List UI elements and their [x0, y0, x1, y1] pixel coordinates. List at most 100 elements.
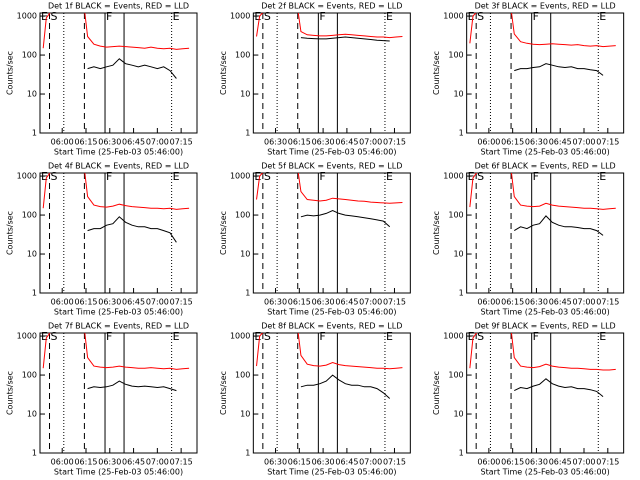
- plot-frame: [252, 332, 411, 454]
- event-label: E: [254, 170, 261, 183]
- series-line: [514, 215, 604, 236]
- series-line: [87, 380, 177, 392]
- event-label: S: [264, 170, 271, 183]
- y-tick-label: 1000: [230, 172, 250, 181]
- y-axis-label: Counts/sec: [219, 371, 228, 415]
- series-line: [42, 13, 190, 50]
- event-label: F: [319, 170, 325, 183]
- y-tick-label: 10: [27, 410, 37, 419]
- x-tick-label: 06:45: [122, 138, 145, 147]
- series-line: [87, 216, 177, 243]
- y-tick-label: 10: [240, 410, 250, 419]
- event-label: E: [173, 170, 180, 183]
- x-tick-label: 06:30: [525, 298, 548, 307]
- series-line: [514, 378, 604, 397]
- x-tick-label: 06:15: [288, 458, 311, 467]
- y-tick-label: 100: [22, 51, 37, 60]
- x-tick-label: 06:15: [74, 298, 97, 307]
- x-tick-label: 06:30: [264, 298, 287, 307]
- y-tick-label: 100: [448, 51, 463, 60]
- event-label: E: [254, 10, 261, 23]
- x-tick-label: 07:00: [572, 298, 595, 307]
- event-label: F: [319, 10, 325, 23]
- series-line: [469, 333, 616, 371]
- event-label: E: [386, 10, 393, 23]
- x-tick-label: 06:30: [312, 458, 335, 467]
- chart-title: Det 3f BLACK = Events, RED = LLD: [475, 2, 616, 11]
- y-axis-label: Counts/sec: [6, 51, 15, 95]
- y-tick-label: 1: [459, 289, 464, 298]
- x-tick-label: 07:15: [170, 138, 193, 147]
- y-tick-label: 1: [245, 449, 250, 458]
- y-tick-label: 1: [32, 289, 37, 298]
- y-tick-label: 1000: [230, 332, 250, 341]
- y-tick-label: 10: [240, 250, 250, 259]
- x-tick-label: 06:45: [335, 138, 358, 147]
- series-line: [256, 333, 403, 370]
- event-label: E: [468, 10, 475, 23]
- plot-frame: [466, 12, 625, 134]
- series-line: [256, 173, 403, 204]
- x-axis-label: Start Time (25-Feb-03 05:46:00): [54, 308, 183, 317]
- series-line: [469, 13, 616, 48]
- series-line: [256, 13, 403, 39]
- y-tick-label: 1000: [443, 332, 463, 341]
- x-tick-label: 07:00: [146, 298, 169, 307]
- x-tick-label: 06:30: [525, 458, 548, 467]
- plot-frame: [466, 332, 625, 454]
- x-tick-label: 06:00: [51, 298, 74, 307]
- x-tick-label: 06:45: [335, 458, 358, 467]
- event-label: E: [599, 10, 606, 23]
- event-label: E: [599, 170, 606, 183]
- chart-title: Det 9f BLACK = Events, RED = LLD: [475, 322, 616, 331]
- series-line: [300, 36, 390, 42]
- x-tick-label: 06:00: [477, 458, 500, 467]
- y-tick-label: 1000: [443, 12, 463, 21]
- x-tick-label: 06:45: [549, 138, 572, 147]
- y-tick-label: 100: [235, 371, 250, 380]
- x-axis-label: Start Time (25-Feb-03 05:46:00): [54, 148, 183, 157]
- chart-title: Det 4f BLACK = Events, RED = LLD: [48, 162, 189, 171]
- series-line: [300, 374, 391, 399]
- y-tick-label: 100: [22, 371, 37, 380]
- panel: Det 5f BLACK = Events, RED = LLD Start Ti…: [219, 162, 411, 317]
- x-tick-label: 07:00: [359, 298, 382, 307]
- event-label: E: [468, 330, 475, 343]
- x-tick-label: 06:30: [264, 458, 287, 467]
- y-tick-label: 100: [448, 211, 463, 220]
- y-axis-label: Counts/sec: [432, 371, 441, 415]
- event-label: F: [533, 330, 539, 343]
- chart-title: Det 2f BLACK = Events, RED = LLD: [261, 2, 402, 11]
- chart-title: Det 1f BLACK = Events, RED = LLD: [48, 2, 189, 11]
- x-tick-label: 06:30: [98, 298, 121, 307]
- x-tick-label: 06:15: [501, 138, 524, 147]
- x-tick-label: 07:00: [572, 458, 595, 467]
- event-label: E: [599, 330, 606, 343]
- y-tick-label: 10: [240, 90, 250, 99]
- event-label: E: [41, 170, 48, 183]
- y-tick-label: 1: [459, 129, 464, 138]
- y-tick-label: 10: [453, 90, 463, 99]
- x-tick-label: 07:15: [383, 458, 406, 467]
- x-tick-label: 06:45: [122, 458, 145, 467]
- chart-title: Det 5f BLACK = Events, RED = LLD: [261, 162, 402, 171]
- x-tick-label: 07:15: [596, 138, 619, 147]
- y-tick-label: 1: [459, 449, 464, 458]
- x-tick-label: 06:30: [98, 138, 121, 147]
- panel: Det 8f BLACK = Events, RED = LLD Start Ti…: [219, 322, 411, 477]
- x-tick-label: 07:15: [170, 298, 193, 307]
- event-label: F: [319, 330, 325, 343]
- event-label: E: [173, 330, 180, 343]
- y-axis-label: Counts/sec: [219, 51, 228, 95]
- event-label: F: [106, 170, 112, 183]
- x-axis-label: Start Time (25-Feb-03 05:46:00): [267, 308, 396, 317]
- x-tick-label: 06:45: [549, 298, 572, 307]
- x-tick-label: 06:15: [288, 298, 311, 307]
- y-tick-label: 1000: [17, 172, 37, 181]
- x-tick-label: 07:15: [383, 138, 406, 147]
- event-label: S: [264, 330, 271, 343]
- series-line: [87, 58, 177, 79]
- y-tick-label: 10: [453, 250, 463, 259]
- x-tick-label: 07:15: [596, 458, 619, 467]
- x-tick-label: 07:00: [359, 138, 382, 147]
